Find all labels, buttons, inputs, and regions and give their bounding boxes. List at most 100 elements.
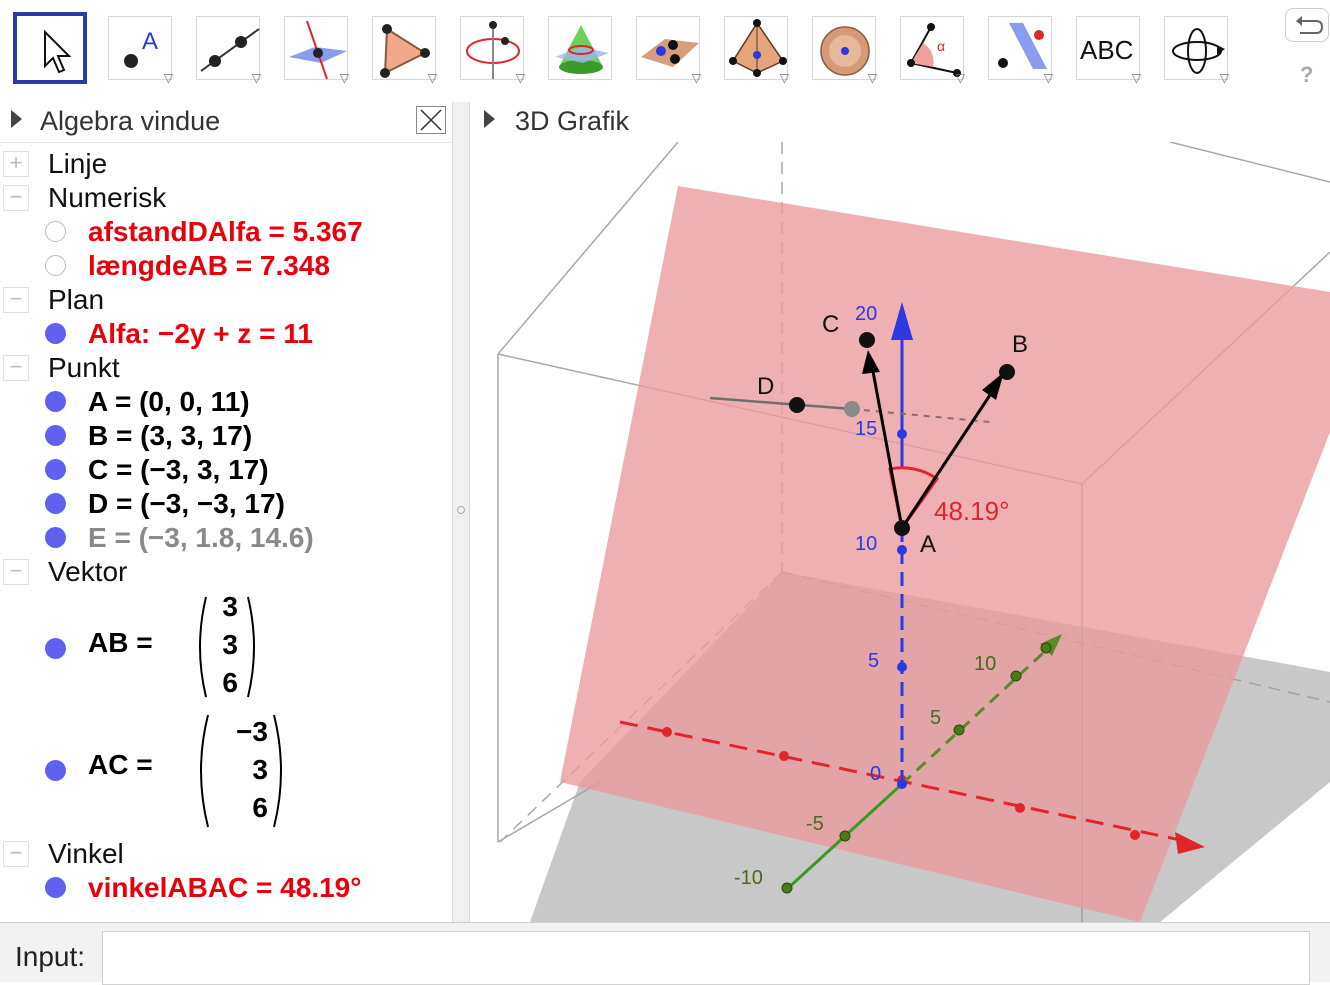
group-label: Plan — [48, 284, 105, 315]
vector-ab-arrow-icon — [982, 372, 1004, 400]
vector-ac[interactable] — [870, 365, 904, 529]
view-splitter[interactable] — [452, 102, 470, 922]
undo-button[interactable] — [1285, 8, 1329, 42]
polygon-tool-button[interactable]: ▽ — [372, 16, 437, 85]
visibility-toggle-icon[interactable] — [45, 527, 66, 548]
graphics-3d-canvas[interactable]: 20 15 10 5 0 10 5 -5 -10 A B — [470, 142, 1330, 922]
group-vektor[interactable]: − Vektor — [0, 555, 452, 589]
plane-alfa[interactable] — [560, 186, 1330, 922]
visibility-toggle-icon[interactable] — [45, 638, 66, 659]
vector-component: 6 — [222, 667, 238, 698]
group-punkt[interactable]: − Punkt — [0, 351, 452, 385]
list-item-vinkel[interactable]: vinkelABAC = 48.19° — [0, 871, 452, 905]
visibility-toggle-icon[interactable] — [45, 221, 66, 242]
sphere-tool-button[interactable]: ▽ — [812, 16, 877, 85]
visibility-toggle-icon[interactable] — [45, 459, 66, 480]
input-field[interactable] — [102, 931, 1310, 985]
list-item-point-c[interactable]: C = (−3, 3, 17) — [0, 453, 452, 487]
z-tick-label: 5 — [868, 650, 879, 672]
vector-component: −3 — [236, 716, 268, 747]
cursor-arrow-icon — [44, 29, 72, 74]
vector-component: 6 — [252, 792, 268, 823]
help-button[interactable]: ? — [1300, 62, 1314, 87]
collapse-arrow-icon[interactable] — [11, 110, 22, 128]
header-divider — [0, 142, 452, 143]
angle-label: 48.19° — [934, 496, 1009, 526]
collapse-minus-icon[interactable]: − — [3, 287, 29, 313]
visibility-toggle-icon[interactable] — [45, 391, 66, 412]
group-numerisk[interactable]: − Numerisk — [0, 181, 452, 215]
list-item-point-b[interactable]: B = (3, 3, 17) — [0, 419, 452, 453]
graphics-3d-view[interactable]: 20 15 10 5 0 10 5 -5 -10 A B — [470, 142, 1330, 922]
visibility-toggle-icon[interactable] — [45, 425, 66, 446]
perpendicular-line-tool-button[interactable]: ▽ — [284, 16, 349, 85]
visibility-toggle-icon[interactable] — [45, 760, 66, 781]
list-item-point-d[interactable]: D = (−3, −3, 17) — [0, 487, 452, 521]
collapse-minus-icon[interactable]: − — [3, 841, 29, 867]
line-icon — [200, 28, 260, 72]
item-text: afstandDAlfa = 5.367 — [88, 216, 363, 247]
point-e[interactable] — [844, 401, 860, 417]
group-label: Vinkel — [48, 838, 124, 869]
plane-through-points-tool-button[interactable]: ▽ — [636, 16, 701, 85]
z-tick-label: 20 — [855, 303, 877, 325]
y-tick-label: 10 — [974, 653, 996, 675]
z-axis-ticks — [897, 429, 907, 789]
point-a[interactable] — [894, 520, 910, 536]
collapse-minus-icon[interactable]: − — [3, 355, 29, 381]
collapse-minus-icon[interactable]: − — [3, 185, 29, 211]
expand-plus-icon[interactable]: + — [3, 151, 29, 177]
list-item-afstand[interactable]: afstandDAlfa = 5.367 — [0, 215, 452, 249]
group-linje[interactable]: + Linje — [0, 147, 452, 181]
circle-axis-icon — [466, 21, 520, 79]
z-tick-label: 0 — [870, 763, 881, 785]
rotate-view-tool-button[interactable]: ▽ — [1164, 16, 1229, 85]
point-label-b: B — [1012, 331, 1028, 358]
cone-icon — [555, 25, 609, 74]
list-item-point-e[interactable]: E = (−3, 1.8, 14.6) — [0, 521, 452, 555]
visibility-toggle-icon[interactable] — [45, 877, 66, 898]
close-view-button[interactable] — [416, 106, 446, 134]
point-label-a: A — [920, 531, 936, 558]
pyramid-icon — [729, 19, 787, 77]
visibility-toggle-icon[interactable] — [45, 323, 66, 344]
point-d[interactable] — [789, 397, 805, 413]
angle-tool-button[interactable]: α ▽ — [900, 16, 965, 85]
list-item-laengde[interactable]: længdeAB = 7.348 — [0, 249, 452, 283]
item-text: B = (3, 3, 17) — [88, 420, 253, 451]
reflect-plane-icon — [998, 23, 1047, 69]
reflect-tool-button[interactable]: ▽ — [988, 16, 1053, 85]
point-c[interactable] — [859, 332, 875, 348]
collapse-arrow-icon[interactable] — [484, 110, 495, 128]
z-tick-label: 10 — [855, 533, 877, 555]
list-item-point-a[interactable]: A = (0, 0, 11) — [0, 385, 452, 419]
point-tool-button[interactable]: A ▽ — [108, 16, 173, 85]
cone-tool-button[interactable] — [548, 16, 612, 80]
point-b[interactable] — [999, 364, 1015, 380]
circle-tool-button[interactable]: ▽ — [460, 16, 525, 85]
list-item-vector-ac[interactable]: AC = −3 3 6 — [0, 713, 452, 829]
pyramid-tool-button[interactable]: ▽ — [724, 16, 789, 85]
group-plan[interactable]: − Plan — [0, 283, 452, 317]
graphics-3d-header[interactable]: 3D Grafik — [470, 102, 1330, 142]
visibility-toggle-icon[interactable] — [45, 493, 66, 514]
z-tick-label: 15 — [855, 418, 877, 440]
visibility-toggle-icon[interactable] — [45, 255, 66, 276]
close-icon — [420, 109, 442, 131]
collapse-minus-icon[interactable]: − — [3, 559, 29, 585]
list-item-vector-ab[interactable]: AB = 3 3 6 — [0, 591, 452, 701]
line-tool-button[interactable]: ▽ — [196, 16, 261, 85]
item-text: længdeAB = 7.348 — [88, 250, 330, 281]
list-item-alfa[interactable]: Alfa: −2y + z = 11 — [0, 317, 452, 351]
algebra-view-header[interactable]: Algebra vindue — [0, 102, 452, 142]
vector-ab[interactable] — [900, 385, 998, 529]
point-label-c: C — [822, 311, 839, 338]
move-tool-button[interactable] — [13, 12, 87, 84]
y-axis-arrow-icon — [1040, 634, 1062, 656]
text-tool-button[interactable]: ABC ▽ — [1076, 16, 1141, 85]
input-bar: Input: — [0, 922, 1330, 985]
vector-component: 3 — [252, 754, 268, 785]
group-vinkel[interactable]: − Vinkel — [0, 837, 452, 871]
splitter-handle-icon[interactable] — [457, 506, 465, 514]
vector-ac-arrow-icon — [862, 350, 880, 374]
